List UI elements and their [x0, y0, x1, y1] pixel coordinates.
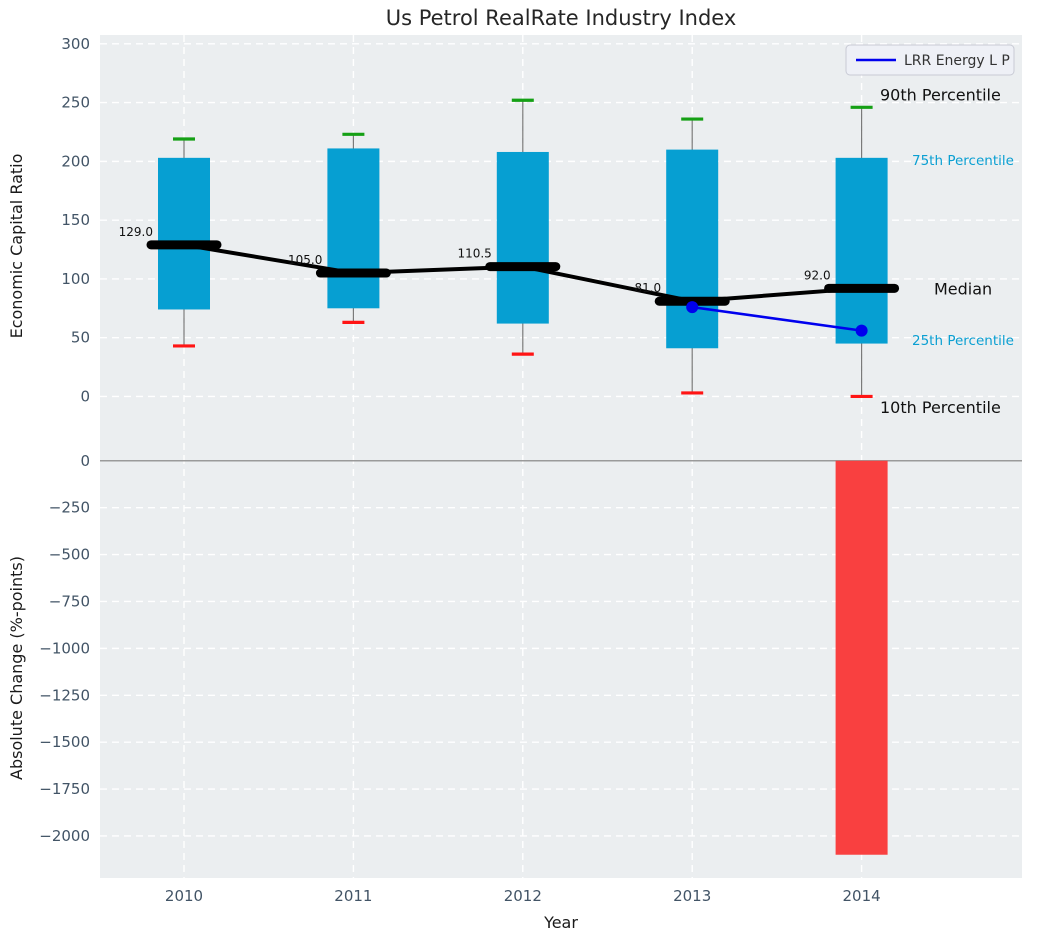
- median-label-2010: 129.0: [119, 225, 153, 239]
- ytick-bottom--250: −250: [49, 499, 90, 517]
- box-2013: [666, 149, 719, 349]
- ytick-bottom--500: −500: [49, 546, 90, 564]
- ylabel-top: Economic Capital Ratio: [7, 154, 26, 339]
- legend-box: [845, 44, 1015, 76]
- box-2010: [158, 157, 210, 310]
- xtick-2011: 2011: [334, 887, 372, 905]
- ytick-bottom--1250: −1250: [39, 686, 90, 704]
- annotation-25th-percentile: 25th Percentile: [912, 333, 1014, 349]
- ytick-bottom--1500: −1500: [39, 733, 90, 751]
- xlabel-year: Year: [543, 913, 578, 932]
- ytick-bottom-0: 0: [80, 452, 90, 470]
- ytick-top-300: 300: [61, 35, 90, 53]
- box-2012: [496, 151, 549, 324]
- annotation-median: Median: [934, 279, 992, 298]
- median-label-2012: 110.5: [457, 247, 491, 261]
- box-2014: [835, 157, 888, 344]
- ytick-top-0: 0: [80, 387, 90, 405]
- xtick-2010: 2010: [165, 887, 203, 905]
- ytick-top-150: 150: [61, 211, 90, 229]
- company-line: [692, 305, 862, 332]
- company-point-2013: [686, 301, 699, 314]
- legend-label: LRR Energy L P: [904, 53, 1010, 69]
- ytick-top-250: 250: [61, 94, 90, 112]
- box-2011: [327, 148, 380, 309]
- ytick-bottom--1000: −1000: [39, 639, 90, 657]
- annotation-90th-percentile: 90th Percentile: [880, 86, 1001, 105]
- xtick-2014: 2014: [843, 887, 881, 905]
- ytick-top-200: 200: [61, 152, 90, 170]
- median-label-2011: 105.0: [288, 253, 322, 267]
- chart-title: Us Petrol RealRate Industry Index: [385, 6, 737, 30]
- annotation-10th-percentile: 10th Percentile: [880, 398, 1001, 417]
- ylabel-bottom: Absolute Change (%-points): [7, 556, 26, 780]
- annotation-75th-percentile: 75th Percentile: [912, 153, 1014, 169]
- ytick-bottom--1750: −1750: [39, 780, 90, 798]
- median-label-2013: 81.0: [634, 281, 661, 295]
- ytick-bottom--2000: −2000: [39, 827, 90, 845]
- xtick-2013: 2013: [673, 887, 711, 905]
- median-label-2014: 92.0: [804, 268, 831, 282]
- ytick-top-50: 50: [71, 329, 90, 347]
- xtick-2012: 2012: [504, 887, 542, 905]
- company-point-2014: [855, 324, 868, 337]
- ytick-bottom--750: −750: [49, 592, 90, 610]
- change-bar-2014: [835, 460, 888, 855]
- ytick-top-100: 100: [61, 270, 90, 288]
